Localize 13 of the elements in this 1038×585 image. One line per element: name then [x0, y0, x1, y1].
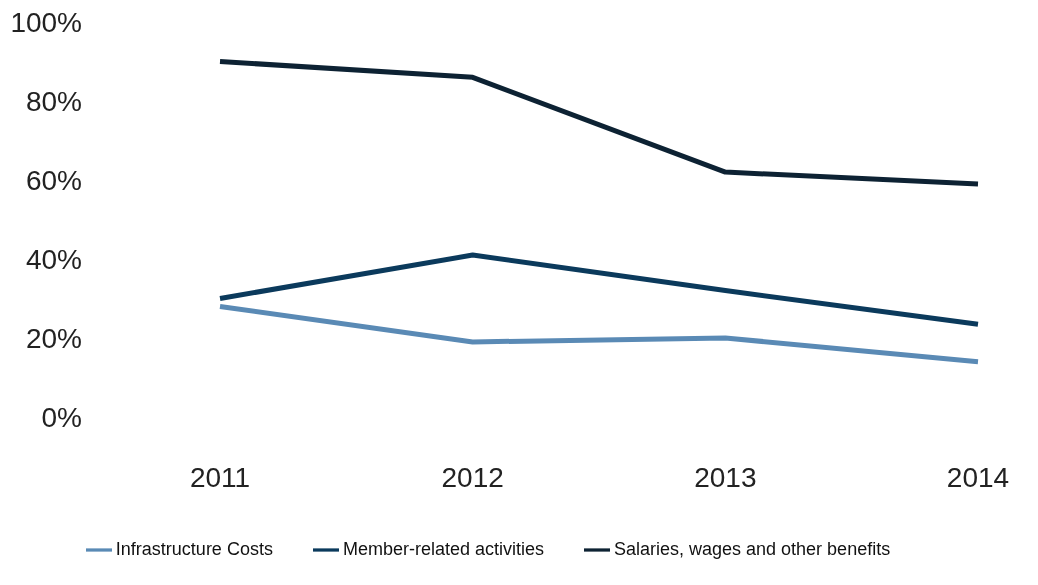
x-tick-label: 2011 [189, 461, 251, 493]
x-tick-label: 2014 [946, 461, 1010, 493]
y-tick-label: 60% [25, 164, 82, 196]
y-tick-label: 40% [25, 243, 82, 275]
legend-label: Member-related activities [342, 538, 544, 559]
x-tick-label: 2012 [441, 461, 504, 493]
legend-label: Salaries, wages and other benefits [613, 538, 891, 559]
y-tick-label: 0% [41, 401, 82, 433]
y-tick-label: 20% [25, 322, 82, 354]
legend-label: Infrastructure Costs [115, 538, 273, 559]
x-tick-label: 2013 [694, 461, 757, 493]
y-tick-label: 80% [25, 85, 82, 117]
y-tick-label: 100% [10, 6, 82, 38]
